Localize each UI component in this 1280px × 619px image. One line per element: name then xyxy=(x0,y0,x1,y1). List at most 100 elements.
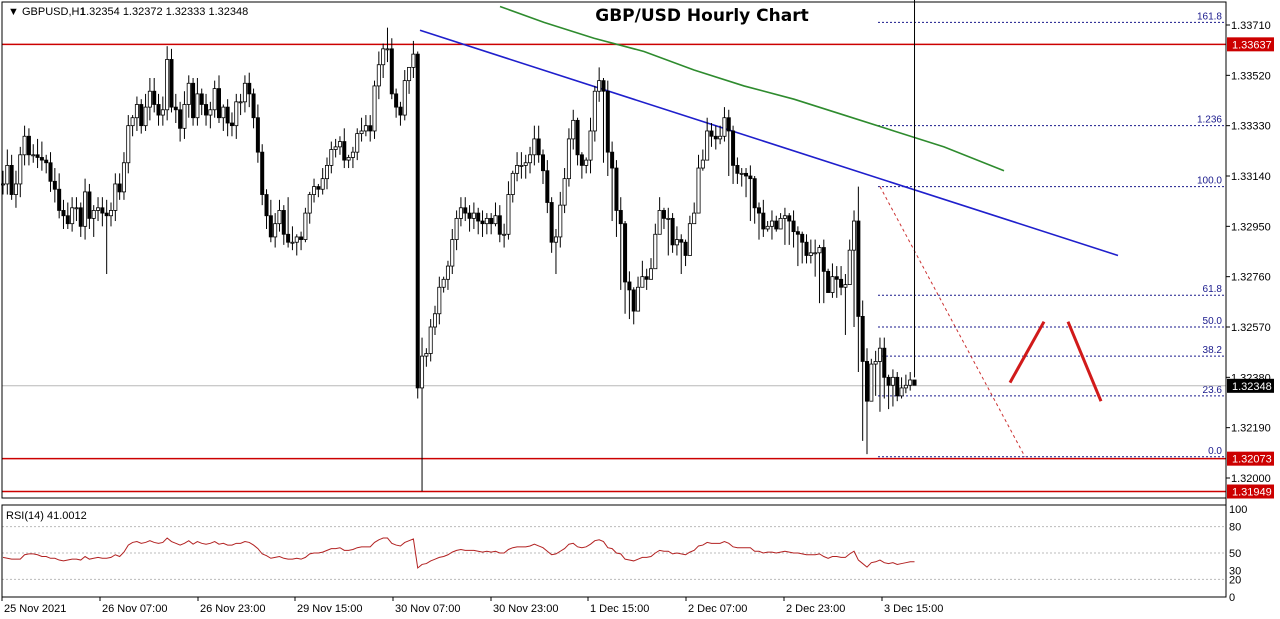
y-tick-label: 1.32000 xyxy=(1231,473,1271,485)
rsi-tick-label: 100 xyxy=(1229,504,1247,516)
candle-body xyxy=(324,165,329,180)
y-tick-label: 1.33140 xyxy=(1231,171,1271,183)
price-tag xyxy=(1227,37,1274,52)
candle-body xyxy=(39,157,44,161)
candle-body xyxy=(782,215,787,219)
candle-body xyxy=(588,130,593,161)
bearish-trendline xyxy=(419,29,1119,257)
candle-body xyxy=(765,225,770,230)
fib-level-label: 100.0 xyxy=(1197,176,1222,187)
candle-body xyxy=(649,268,654,280)
candle-body xyxy=(476,212,481,222)
candle-body xyxy=(91,210,96,219)
candle-body xyxy=(852,220,857,251)
candle-body xyxy=(515,165,520,174)
candle-body xyxy=(575,119,580,156)
candle-body xyxy=(134,104,139,119)
x-tick-label: 30 Nov 23:00 xyxy=(493,603,558,615)
candle-body xyxy=(70,207,75,225)
candle-body xyxy=(234,101,239,127)
chart-title: GBP/USD Hourly Chart xyxy=(595,6,808,26)
candle-body xyxy=(670,217,675,246)
projection-down-line xyxy=(1066,321,1103,402)
candle-body xyxy=(752,178,757,209)
candle-body xyxy=(493,215,498,225)
candle-body xyxy=(221,106,226,119)
candle-body xyxy=(441,278,446,288)
candle-body xyxy=(368,125,373,132)
candle-body xyxy=(229,122,234,127)
candle-body xyxy=(744,172,749,177)
x-tick-label: 2 Dec 07:00 xyxy=(688,603,747,615)
candle-body xyxy=(445,265,450,280)
candle-body xyxy=(191,82,196,119)
price-tag-label: 1.33637 xyxy=(1232,39,1272,51)
candle-body xyxy=(666,217,671,220)
moving-average-line xyxy=(499,5,1005,172)
y-tick-label: 1.33520 xyxy=(1231,70,1271,82)
candle-body xyxy=(173,106,178,111)
candle-body xyxy=(601,80,606,92)
candle-body xyxy=(44,159,49,164)
candle-body xyxy=(13,183,18,195)
candle-body xyxy=(277,210,282,225)
y-tick-label: 1.32760 xyxy=(1231,272,1271,284)
y-tick-label: 1.33710 xyxy=(1231,20,1271,32)
candle-body xyxy=(471,212,476,219)
main-panel-border xyxy=(1,1,1227,499)
candle-body xyxy=(497,215,502,235)
candle-body xyxy=(523,162,528,166)
candle-body xyxy=(757,207,762,214)
candle-body xyxy=(640,276,645,288)
candle-body xyxy=(100,207,105,214)
candle-body xyxy=(605,90,610,153)
candle-body xyxy=(290,241,295,244)
candle-body xyxy=(264,194,269,217)
candle-body xyxy=(886,376,891,386)
candle-body xyxy=(329,149,334,166)
candle-body xyxy=(761,212,766,230)
candle-body xyxy=(562,178,567,206)
candle-body xyxy=(372,85,377,132)
candle-body xyxy=(143,106,148,127)
x-tick-label: 2 Dec 23:00 xyxy=(786,603,845,615)
fib-level-label: 23.6 xyxy=(1203,385,1223,396)
y-tick-label: 1.33330 xyxy=(1231,121,1271,133)
candle-body xyxy=(614,167,619,211)
candle-body xyxy=(692,212,697,225)
candle-body xyxy=(316,186,321,190)
candle-body xyxy=(247,82,252,95)
candle-body xyxy=(804,241,809,256)
candle-body xyxy=(389,48,394,95)
candle-body xyxy=(787,215,792,222)
chart-frame xyxy=(1,1,1227,598)
candle-body xyxy=(817,247,822,254)
rsi-tick-label: 80 xyxy=(1229,522,1241,534)
candle-body xyxy=(454,217,459,240)
candle-body xyxy=(536,138,541,156)
candle-body xyxy=(52,180,57,190)
price-tag xyxy=(1227,378,1274,393)
candle-body xyxy=(722,117,727,137)
candle-body xyxy=(653,233,658,270)
fib-diagonal-line xyxy=(879,186,1026,458)
rsi-tick-label: 50 xyxy=(1229,548,1241,560)
fib-level-label: 38.2 xyxy=(1203,345,1223,356)
candle-body xyxy=(225,106,230,124)
fib-level-label: 0.0 xyxy=(1208,446,1222,457)
candle-body xyxy=(165,59,170,111)
price-tag-label: 1.32348 xyxy=(1232,381,1272,393)
candle-body xyxy=(450,239,455,267)
main-price-panel: 161.8 1.236 100.0 61.8 50.0 38.2 23.6 0.0 xyxy=(0,0,1226,493)
x-tick-label: 26 Nov 07:00 xyxy=(102,603,167,615)
candle-body xyxy=(502,233,507,236)
candle-body xyxy=(532,138,537,156)
candle-body xyxy=(281,210,286,235)
candle-body xyxy=(903,384,908,389)
candle-body xyxy=(579,154,584,166)
price-tag xyxy=(1227,451,1274,466)
triangle-down-icon[interactable]: ▼ xyxy=(8,6,19,18)
rsi-tick-label: 0 xyxy=(1229,592,1235,604)
candle-body xyxy=(877,347,882,362)
